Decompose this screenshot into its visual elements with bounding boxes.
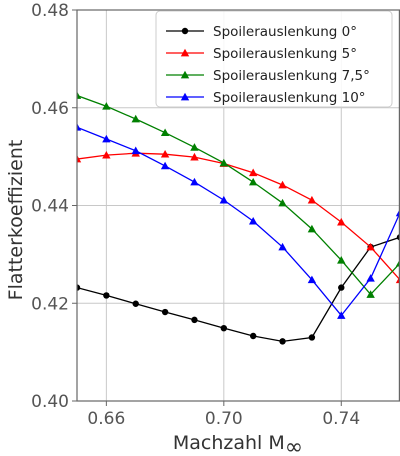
legend-label: Spoilerauslenkung 5° bbox=[213, 46, 357, 62]
data-point bbox=[131, 146, 140, 155]
series-2 bbox=[77, 91, 400, 298]
y-tick-label: 0.40 bbox=[31, 392, 69, 412]
data-point bbox=[77, 284, 81, 291]
data-point bbox=[160, 128, 170, 137]
data-point bbox=[103, 292, 110, 299]
data-point bbox=[77, 123, 82, 131]
data-point bbox=[132, 300, 139, 307]
axis-ticks: 0.66 0.70 0.74 0.40 0.42 0.44 0.46 0.48 bbox=[31, 1, 360, 429]
data-point bbox=[308, 334, 316, 341]
legend: Spoilerauslenkung 0° Spoilerauslenkung 5°… bbox=[155, 10, 393, 108]
data-point bbox=[278, 198, 287, 207]
legend-label: Spoilerauslenkung 0° bbox=[213, 24, 357, 40]
data-point bbox=[307, 275, 317, 284]
series-line bbox=[77, 126, 400, 317]
series-line bbox=[77, 152, 400, 281]
y-axis-label: Flatterkoeffizient bbox=[5, 140, 27, 301]
legend-label: Spoilerauslenkung 10° bbox=[213, 90, 366, 106]
x-tick-label: 0.74 bbox=[322, 409, 360, 429]
data-point bbox=[131, 114, 140, 123]
series-layer bbox=[77, 91, 400, 345]
data-point bbox=[191, 316, 198, 324]
x-axis-label: Machzahl M∞ bbox=[173, 432, 303, 456]
data-point bbox=[161, 308, 169, 316]
legend-marker bbox=[181, 27, 189, 35]
series-line bbox=[77, 94, 400, 296]
series-line bbox=[77, 236, 400, 343]
data-point bbox=[160, 161, 170, 170]
series-3 bbox=[77, 123, 400, 319]
data-point bbox=[77, 91, 82, 99]
data-point bbox=[190, 152, 199, 161]
x-tick-label: 0.66 bbox=[87, 409, 125, 429]
x-axis-label-text: Machzahl M bbox=[173, 432, 285, 454]
y-tick-label: 0.48 bbox=[31, 1, 69, 21]
series-1 bbox=[77, 149, 400, 284]
data-point bbox=[220, 324, 228, 332]
data-point bbox=[338, 284, 345, 291]
x-tick-label: 0.70 bbox=[205, 409, 243, 429]
data-point bbox=[366, 290, 375, 298]
data-point bbox=[248, 216, 258, 225]
data-point bbox=[278, 242, 287, 251]
data-point bbox=[160, 149, 170, 158]
series-0 bbox=[77, 234, 400, 345]
y-tick-label: 0.46 bbox=[31, 99, 69, 119]
y-tick-label: 0.44 bbox=[31, 197, 69, 217]
data-point bbox=[219, 158, 229, 167]
data-point bbox=[77, 154, 82, 163]
data-point bbox=[279, 338, 286, 345]
y-tick-label: 0.42 bbox=[31, 294, 69, 314]
legend-marker bbox=[180, 92, 190, 101]
legend-box bbox=[155, 10, 393, 108]
legend-label: Spoilerauslenkung 7,5° bbox=[213, 68, 370, 84]
legend-marker bbox=[180, 48, 190, 57]
data-point bbox=[307, 195, 317, 204]
data-point bbox=[219, 195, 229, 204]
data-point bbox=[337, 217, 346, 226]
data-point bbox=[337, 256, 346, 264]
data-point bbox=[307, 224, 317, 233]
data-point bbox=[249, 332, 257, 340]
data-point bbox=[366, 242, 375, 251]
data-point bbox=[278, 180, 287, 189]
data-point bbox=[102, 134, 111, 143]
data-point bbox=[102, 150, 111, 159]
data-point bbox=[248, 177, 258, 186]
data-point bbox=[190, 143, 199, 151]
legend-marker bbox=[180, 70, 190, 79]
data-point bbox=[102, 102, 111, 110]
data-point bbox=[248, 168, 258, 177]
data-point bbox=[190, 177, 199, 186]
data-point bbox=[366, 274, 375, 282]
data-point bbox=[337, 311, 346, 319]
x-axis-label-subscript: ∞ bbox=[285, 435, 303, 456]
